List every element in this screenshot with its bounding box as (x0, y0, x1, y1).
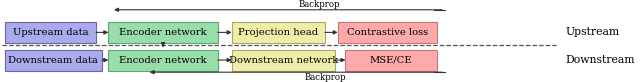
FancyBboxPatch shape (108, 50, 218, 71)
Text: Contrastive loss: Contrastive loss (347, 28, 428, 37)
FancyBboxPatch shape (4, 50, 102, 71)
Text: Downstream data: Downstream data (8, 56, 99, 65)
Text: Downstream: Downstream (566, 55, 636, 65)
Text: Backprop: Backprop (305, 73, 346, 82)
Text: Downstream network: Downstream network (228, 56, 338, 65)
FancyBboxPatch shape (108, 22, 218, 43)
Text: Encoder network: Encoder network (119, 56, 207, 65)
Text: Projection head: Projection head (238, 28, 319, 37)
Text: Upstream data: Upstream data (13, 28, 88, 37)
Text: Backprop: Backprop (299, 0, 340, 9)
FancyBboxPatch shape (346, 50, 437, 71)
FancyBboxPatch shape (338, 22, 437, 43)
Text: Upstream: Upstream (566, 27, 620, 37)
FancyBboxPatch shape (232, 22, 325, 43)
FancyBboxPatch shape (4, 22, 97, 43)
Text: Encoder network: Encoder network (119, 28, 207, 37)
Text: MSE/CE: MSE/CE (370, 56, 413, 65)
FancyBboxPatch shape (232, 50, 335, 71)
